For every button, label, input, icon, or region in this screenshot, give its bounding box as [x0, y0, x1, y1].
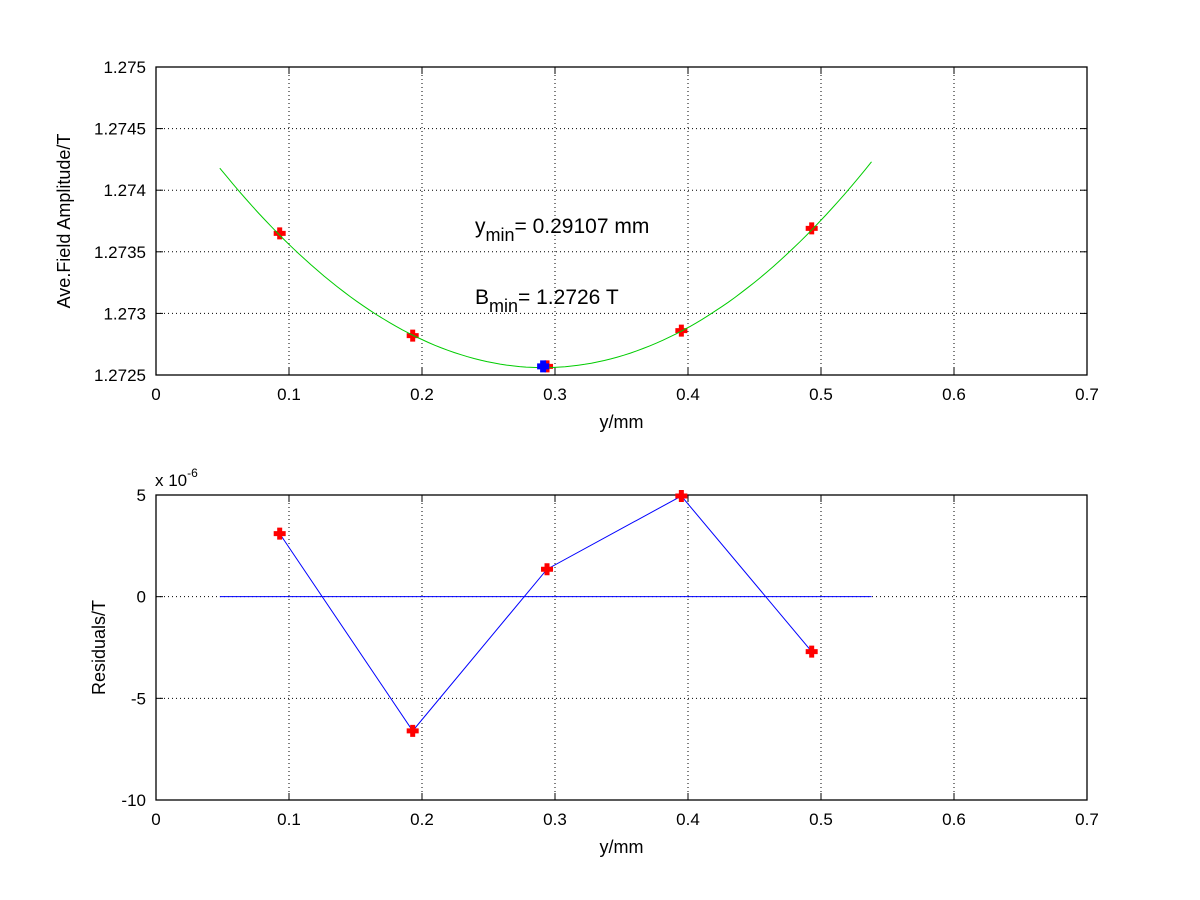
x-tick-label: 0.1: [277, 810, 301, 829]
x-tick-label: 0.1: [277, 385, 301, 404]
x-tick-label: 0.3: [543, 810, 567, 829]
annotation-bmin: Bmin= 1.2726 T: [475, 286, 619, 316]
x-tick-label: 0.6: [942, 810, 966, 829]
data-point-marker: [273, 227, 286, 240]
minimum-point-marker: [537, 360, 550, 373]
x-tick-label: 0.4: [676, 385, 700, 404]
x-tick-label: 0: [151, 385, 160, 404]
y-axis-label: Residuals/T: [89, 600, 109, 695]
data-point-marker: [675, 490, 688, 503]
x-tick-label: 0.4: [676, 810, 700, 829]
data-point-marker: [805, 222, 818, 235]
y-tick-label: 1.2745: [94, 120, 146, 139]
x-tick-label: 0: [151, 810, 160, 829]
annotation-ymin: ymin= 0.29107 mm: [475, 215, 649, 245]
x-tick-label: 0.6: [942, 385, 966, 404]
x-tick-label: 0.3: [543, 385, 567, 404]
x-tick-label: 0.5: [809, 810, 833, 829]
y-tick-label: -10: [121, 791, 146, 810]
top-axes-field-amplitude: 0 0.1 0.2 0.3 0.4 0.5 0.6 0.7 1.2725 1.273 1.2735 1…: [54, 58, 1099, 432]
data-point-marker: [273, 527, 286, 540]
axes-box: [155, 66, 1088, 376]
data-point-marker: [406, 724, 419, 737]
x-tick-label: 0.5: [809, 385, 833, 404]
axes-box: [155, 494, 1088, 801]
data-point-marker: [541, 563, 554, 576]
x-tick-label: 0.2: [410, 385, 434, 404]
y-tick-label: 0: [137, 588, 146, 607]
residual-scale-label: x 10-6: [155, 466, 198, 490]
bottom-axes-residuals: 0 0.1 0.2 0.3 0.4 0.5 0.6 0.7 -10 -5 0 5 y/mm Residua…: [89, 486, 1099, 857]
y-tick-label: 1.2725: [94, 366, 146, 385]
y-tick-label: -5: [131, 689, 146, 708]
y-tick-label: 1.2735: [94, 243, 146, 262]
data-point-marker: [805, 645, 818, 658]
x-axis-label: y/mm: [600, 837, 644, 857]
y-tick-label: 1.273: [103, 304, 146, 323]
y-tick-label: 1.274: [103, 181, 146, 200]
x-axis-label: y/mm: [600, 412, 644, 432]
x-tick-label: 0.7: [1075, 385, 1099, 404]
x-tick-label: 0.7: [1075, 810, 1099, 829]
y-tick-label: 5: [137, 486, 146, 505]
y-tick-label: 1.275: [103, 58, 146, 77]
y-axis-label: Ave.Field Amplitude/T: [54, 134, 74, 309]
x-tick-label: 0.2: [410, 810, 434, 829]
